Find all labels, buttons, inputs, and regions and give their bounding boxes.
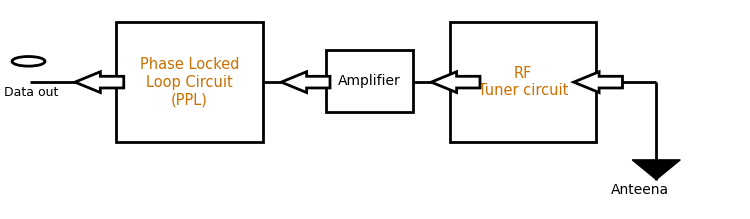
- Bar: [450, 22, 596, 142]
- Circle shape: [12, 57, 45, 66]
- Text: Anteena: Anteena: [611, 183, 669, 197]
- Text: Amplifier: Amplifier: [338, 74, 400, 88]
- Polygon shape: [632, 160, 680, 180]
- Bar: [116, 22, 262, 142]
- Polygon shape: [574, 72, 622, 93]
- Polygon shape: [281, 72, 330, 93]
- Polygon shape: [75, 72, 124, 93]
- Polygon shape: [431, 72, 480, 93]
- Text: RF
Tuner circuit: RF Tuner circuit: [478, 66, 568, 98]
- Text: Phase Locked
Loop Circuit
(PPL): Phase Locked Loop Circuit (PPL): [140, 57, 239, 107]
- Text: Data out: Data out: [4, 86, 58, 99]
- Bar: [326, 50, 412, 112]
